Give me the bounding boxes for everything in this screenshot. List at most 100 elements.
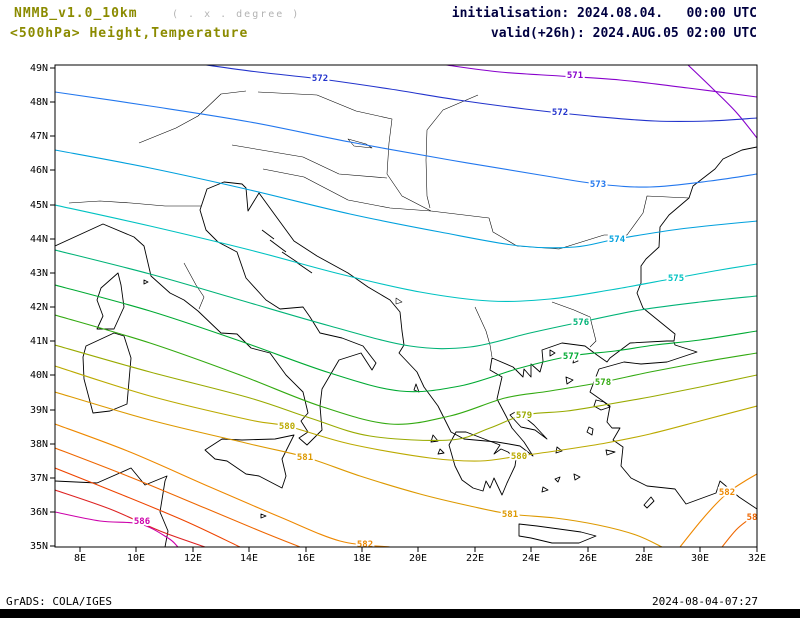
- lake-balaton: [347, 138, 373, 149]
- coastline-small-islands: [143, 279, 655, 519]
- lat-tick-label: 38N: [30, 439, 48, 450]
- contour-label-573: 573: [590, 180, 606, 190]
- contour-label-574: 574: [609, 235, 626, 245]
- grads-credit: GrADS: COLA/IGES: [6, 595, 112, 608]
- contour-labels: 571 572 572 573 574 575 576 577 578 579 580 580 581 5…: [132, 69, 758, 550]
- lon-tick-label: 8E: [74, 553, 86, 564]
- lat-tick-label: 36N: [30, 507, 48, 518]
- contour-label-583: 58: [747, 513, 758, 523]
- lat-tick-label: 48N: [30, 97, 48, 108]
- contour-label-572: 572: [312, 74, 328, 84]
- coastline-sardinia: [82, 332, 132, 414]
- contour-line-573: [55, 91, 757, 188]
- rivers: [68, 90, 690, 358]
- coastline-adriatic-islands: [261, 229, 313, 274]
- lon-tick-label: 24E: [522, 553, 540, 564]
- contour-line-581: [55, 391, 663, 547]
- field-title: <500hPa> Height,Temperature: [10, 26, 249, 41]
- contour-line-576: [55, 249, 757, 350]
- contour-line-571: [445, 65, 757, 98]
- contour-label-580: 580: [279, 422, 295, 432]
- contour-line-579: [55, 344, 757, 441]
- contour-line-582: [55, 423, 391, 547]
- river-inn: [138, 90, 247, 144]
- river-drava: [231, 144, 388, 179]
- map-frame: [54, 64, 758, 548]
- contour-label-575: 575: [668, 274, 684, 284]
- river-vardar: [474, 306, 493, 358]
- coastline-crete: [518, 523, 597, 544]
- river-danube: [257, 91, 690, 250]
- contour-label-581: 581: [297, 453, 313, 463]
- coastline-sicily: [204, 434, 295, 489]
- contour-label-580: 580: [511, 452, 527, 462]
- contour-label-577: 577: [563, 352, 579, 362]
- lat-tick-label: 42N: [30, 302, 48, 313]
- lat-tick-label: 40N: [30, 370, 48, 381]
- contour-line-583: [721, 513, 757, 547]
- lat-tick-label: 47N: [30, 131, 48, 142]
- lon-tick-label: 32E: [748, 553, 766, 564]
- coastlines: [55, 146, 757, 547]
- creation-timestamp: 2024-08-04-07:27: [652, 595, 758, 608]
- river-tisza: [425, 94, 479, 209]
- lon-tick-label: 20E: [409, 553, 427, 564]
- lat-tick-label: 44N: [30, 234, 48, 245]
- contour-line-574: [55, 149, 757, 249]
- contour-line-580: [55, 365, 757, 462]
- initialisation-time: initialisation: 2024.08.04. 00:00 UTC: [451, 6, 757, 21]
- lon-tick-label: 30E: [691, 553, 709, 564]
- coastline-turkey-aegean: [589, 368, 757, 510]
- contour-label-576: 576: [573, 318, 589, 328]
- lat-tick-label: 35N: [30, 541, 48, 552]
- axis-labels: 8E 10E 12E 14E 16E 18E 20E 22E 24E 26E 28E 30E 32E 49…: [30, 63, 766, 564]
- coastline-euboea: [509, 410, 548, 440]
- model-title: NMMB_v1.0_10km: [14, 6, 138, 21]
- height-contours: [55, 65, 757, 547]
- lat-tick-label: 43N: [30, 268, 48, 279]
- contour-label-581: 581: [502, 510, 518, 520]
- lat-tick-label: 45N: [30, 200, 48, 211]
- contour-label-578: 578: [595, 378, 611, 388]
- contour-line-575: [55, 204, 757, 302]
- axis-ticks: [50, 67, 758, 552]
- contour-line-583: [55, 447, 301, 547]
- contour-line-584: [55, 467, 241, 547]
- lon-tick-label: 14E: [240, 553, 258, 564]
- contour-line-572: [205, 65, 757, 123]
- lat-tick-label: 41N: [30, 336, 48, 347]
- river-maritsa: [551, 301, 597, 348]
- contour-line-577: [55, 284, 757, 393]
- lon-tick-label: 18E: [353, 553, 371, 564]
- river-po: [68, 200, 201, 207]
- lon-tick-label: 28E: [635, 553, 653, 564]
- coastline-peloponnese: [448, 431, 517, 496]
- contour-label-582: 582: [719, 488, 735, 498]
- contour-label-582: 582: [357, 540, 373, 550]
- lat-tick-label: 46N: [30, 165, 48, 176]
- coastline-corsica: [96, 272, 125, 330]
- contour-line-586: [55, 511, 179, 547]
- contour-label-571: 571: [567, 71, 583, 81]
- valid-time: valid(+26h): 2024.AUG.05 02:00 UTC: [490, 26, 757, 41]
- contour-label-579: 579: [516, 411, 532, 421]
- river-tiber: [183, 262, 205, 310]
- river-sava: [262, 168, 432, 212]
- contour-label-572: 572: [552, 108, 568, 118]
- lon-tick-label: 26E: [579, 553, 597, 564]
- lon-tick-label: 22E: [466, 553, 484, 564]
- lon-tick-label: 12E: [184, 553, 202, 564]
- contour-line-578: [55, 314, 757, 425]
- grid-resolution-note: ( . x . degree ): [172, 9, 301, 20]
- bottom-black-bar: [0, 609, 800, 618]
- lat-tick-label: 37N: [30, 473, 48, 484]
- contour-line-585: [55, 489, 206, 547]
- lake-scutari: [395, 297, 403, 305]
- coastline-marmara: [598, 341, 698, 370]
- coastline-italy-balkans: [55, 146, 757, 457]
- lon-tick-label: 16E: [297, 553, 315, 564]
- lat-tick-label: 39N: [30, 405, 48, 416]
- lon-tick-label: 10E: [127, 553, 145, 564]
